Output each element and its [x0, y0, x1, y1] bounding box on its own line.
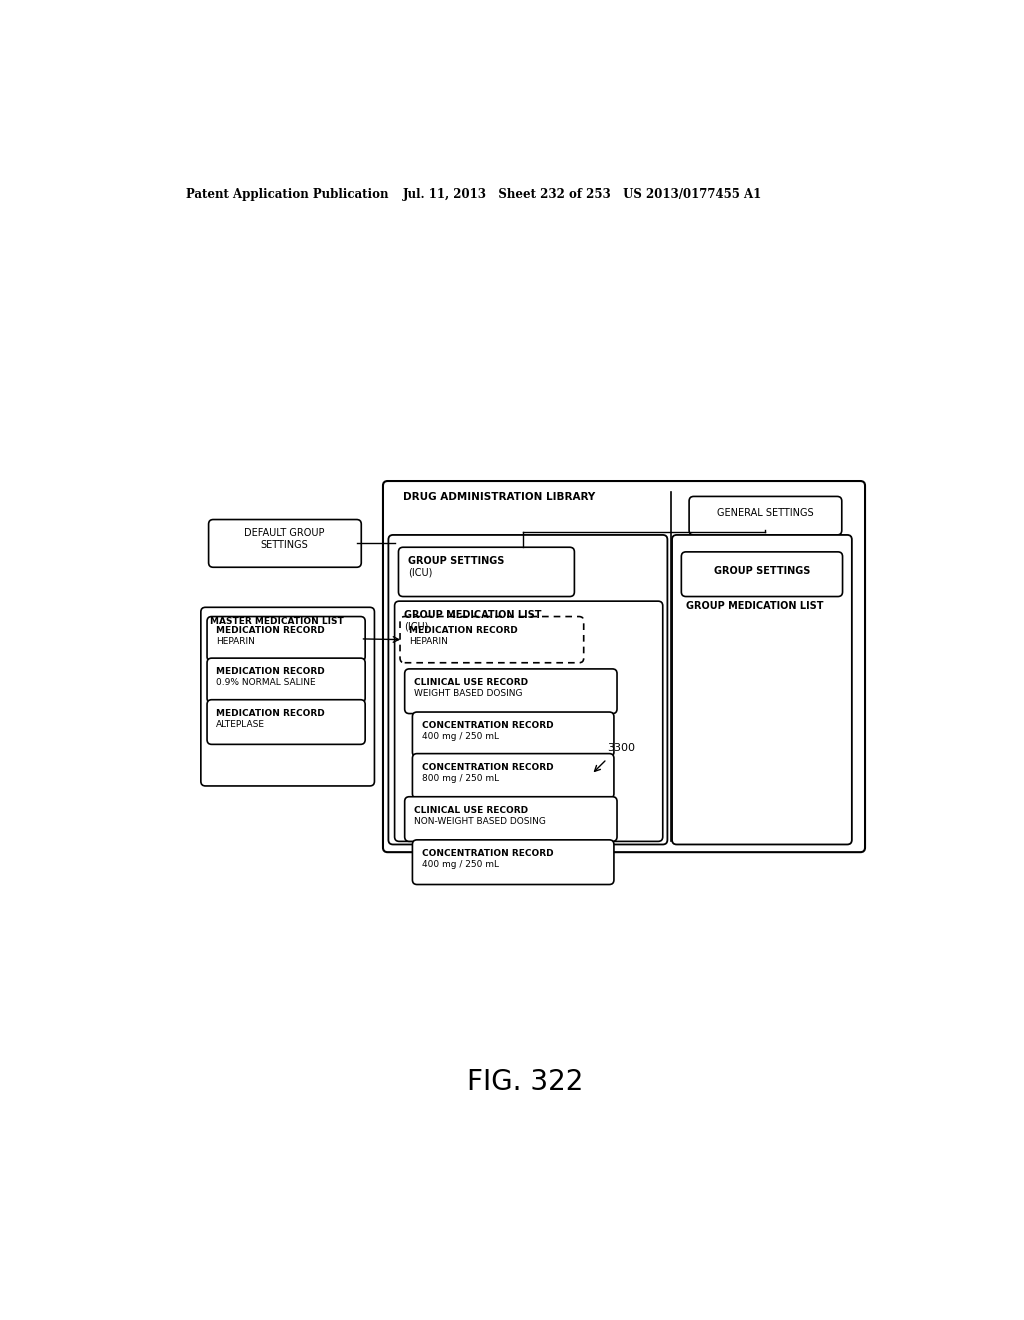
Text: HEPARIN: HEPARIN [216, 636, 255, 645]
Text: HEPARIN: HEPARIN [410, 636, 449, 645]
Text: MEDICATION RECORD: MEDICATION RECORD [216, 709, 325, 718]
Text: 400 mg / 250 mL: 400 mg / 250 mL [422, 859, 499, 869]
FancyBboxPatch shape [413, 754, 614, 799]
Text: MEDICATION RECORD: MEDICATION RECORD [410, 626, 518, 635]
Text: CLINICAL USE RECORD: CLINICAL USE RECORD [414, 678, 528, 688]
FancyBboxPatch shape [672, 535, 852, 845]
Text: CONCENTRATION RECORD: CONCENTRATION RECORD [422, 763, 553, 772]
FancyBboxPatch shape [388, 535, 668, 845]
Text: MEDICATION RECORD: MEDICATION RECORD [216, 668, 325, 676]
Text: FIG. 322: FIG. 322 [467, 1068, 583, 1097]
FancyBboxPatch shape [209, 520, 361, 568]
FancyBboxPatch shape [207, 616, 366, 661]
Text: GROUP MEDICATION LIST: GROUP MEDICATION LIST [403, 610, 542, 620]
Text: GROUP SETTINGS: GROUP SETTINGS [408, 557, 504, 566]
FancyBboxPatch shape [207, 700, 366, 744]
Text: CLINICAL USE RECORD: CLINICAL USE RECORD [414, 807, 528, 814]
Text: GROUP MEDICATION LIST: GROUP MEDICATION LIST [686, 601, 823, 611]
Text: WEIGHT BASED DOSING: WEIGHT BASED DOSING [414, 689, 522, 698]
Text: MEDICATION RECORD: MEDICATION RECORD [216, 626, 325, 635]
FancyBboxPatch shape [413, 840, 614, 884]
FancyBboxPatch shape [404, 669, 617, 714]
Text: 400 mg / 250 mL: 400 mg / 250 mL [422, 733, 499, 741]
Text: (ICU): (ICU) [408, 568, 432, 577]
FancyBboxPatch shape [383, 480, 865, 853]
Text: (ICU): (ICU) [403, 622, 428, 631]
FancyBboxPatch shape [681, 552, 843, 597]
Text: GROUP SETTINGS: GROUP SETTINGS [714, 566, 810, 576]
FancyBboxPatch shape [413, 711, 614, 756]
Text: CONCENTRATION RECORD: CONCENTRATION RECORD [422, 849, 553, 858]
FancyBboxPatch shape [394, 601, 663, 841]
FancyBboxPatch shape [689, 496, 842, 535]
FancyBboxPatch shape [398, 548, 574, 597]
FancyBboxPatch shape [400, 616, 584, 663]
Text: 3300: 3300 [607, 743, 635, 752]
Text: GENERAL SETTINGS: GENERAL SETTINGS [717, 508, 813, 517]
FancyBboxPatch shape [207, 659, 366, 702]
FancyBboxPatch shape [404, 797, 617, 841]
Text: Patent Application Publication: Patent Application Publication [186, 187, 389, 201]
FancyBboxPatch shape [201, 607, 375, 785]
Text: Jul. 11, 2013   Sheet 232 of 253   US 2013/0177455 A1: Jul. 11, 2013 Sheet 232 of 253 US 2013/0… [403, 187, 763, 201]
Text: DEFAULT GROUP
SETTINGS: DEFAULT GROUP SETTINGS [245, 528, 325, 549]
Text: 0.9% NORMAL SALINE: 0.9% NORMAL SALINE [216, 678, 316, 688]
Text: NON-WEIGHT BASED DOSING: NON-WEIGHT BASED DOSING [414, 817, 546, 826]
Text: ALTEPLASE: ALTEPLASE [216, 719, 265, 729]
Text: CONCENTRATION RECORD: CONCENTRATION RECORD [422, 721, 553, 730]
Text: DRUG ADMINISTRATION LIBRARY: DRUG ADMINISTRATION LIBRARY [403, 492, 595, 502]
Text: MASTER MEDICATION LIST: MASTER MEDICATION LIST [210, 616, 344, 626]
Text: 800 mg / 250 mL: 800 mg / 250 mL [422, 774, 499, 783]
